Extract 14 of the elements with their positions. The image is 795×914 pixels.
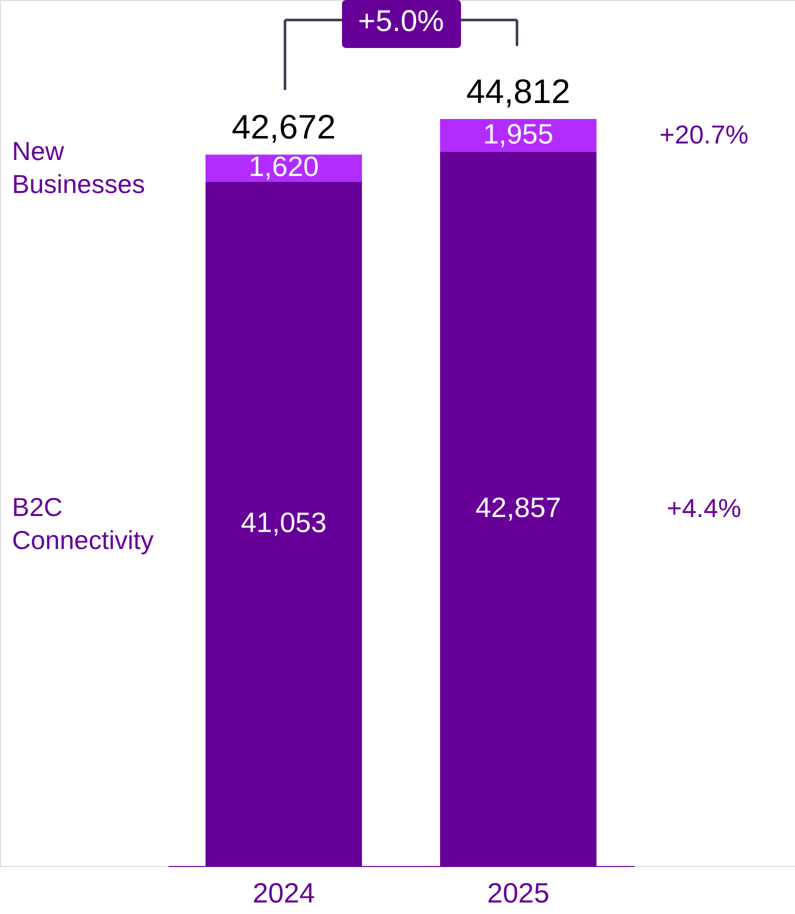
annotation: +4.4% xyxy=(666,492,742,523)
annotation: +20.7% xyxy=(660,119,748,150)
data-label: 1,955 xyxy=(483,118,554,150)
text: New Businesses xyxy=(12,136,145,200)
text: +5.0% xyxy=(358,5,444,38)
bar xyxy=(440,119,596,152)
data-label: 1,620 xyxy=(248,151,319,182)
data-label: 42,857 xyxy=(475,492,562,523)
total-label: 44,812 xyxy=(466,73,570,111)
x-tick-label: 2024 xyxy=(252,878,315,908)
data-label: 41,053 xyxy=(240,506,327,538)
total-label: 42,672 xyxy=(232,108,336,147)
x-tick-label: 2025 xyxy=(487,878,550,908)
series-label: B2C Connectivity xyxy=(12,492,154,555)
